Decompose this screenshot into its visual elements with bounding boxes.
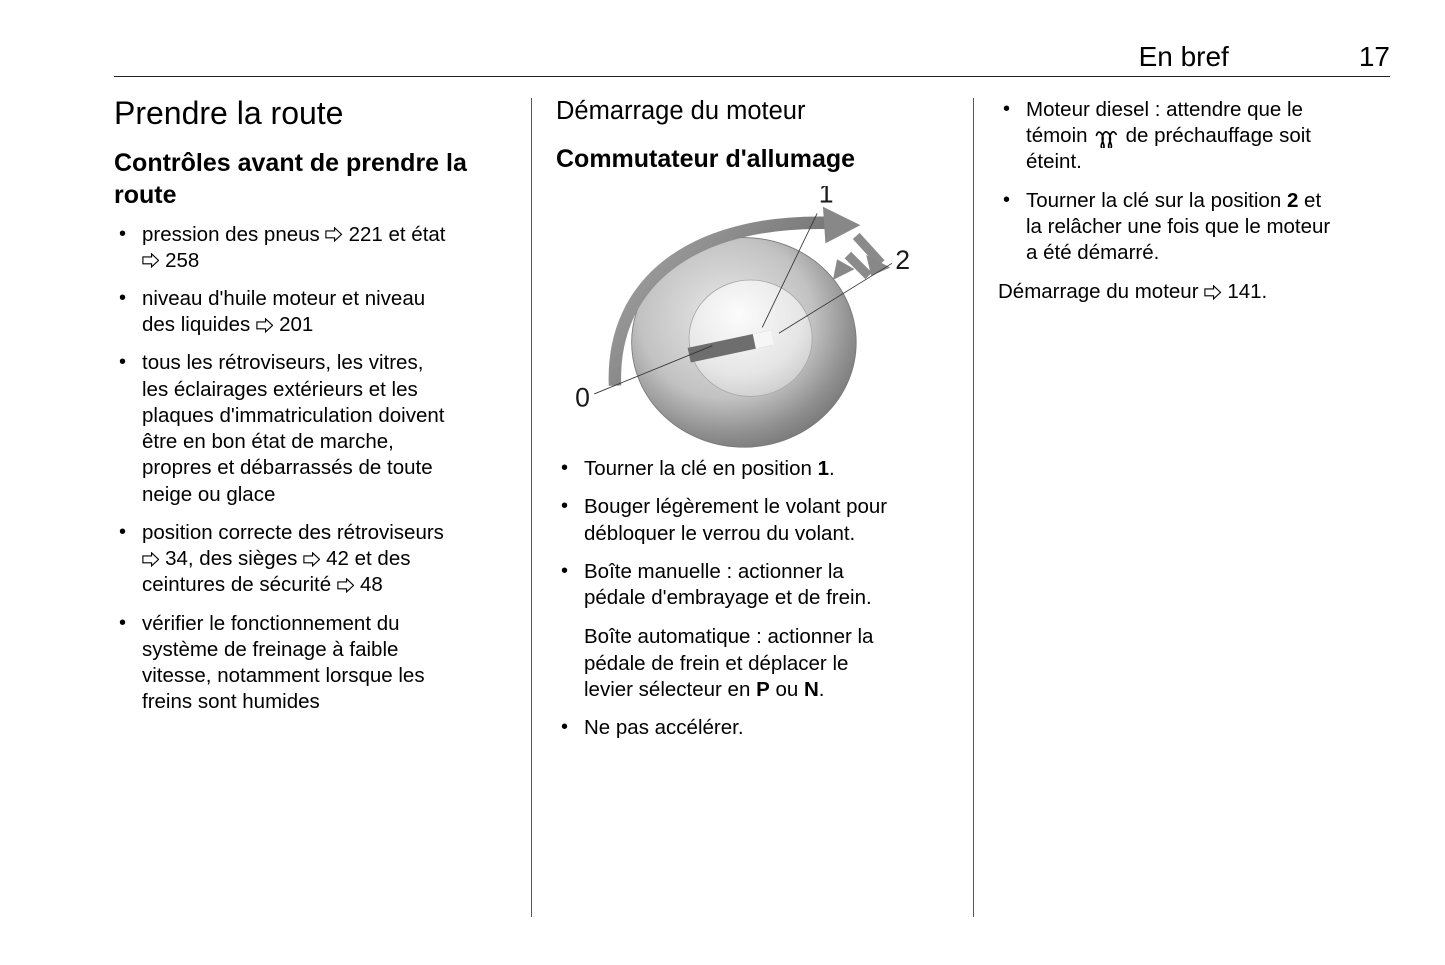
svg-text:2: 2 <box>895 245 910 275</box>
svg-text:1: 1 <box>819 186 834 209</box>
svg-text:0: 0 <box>575 383 590 413</box>
